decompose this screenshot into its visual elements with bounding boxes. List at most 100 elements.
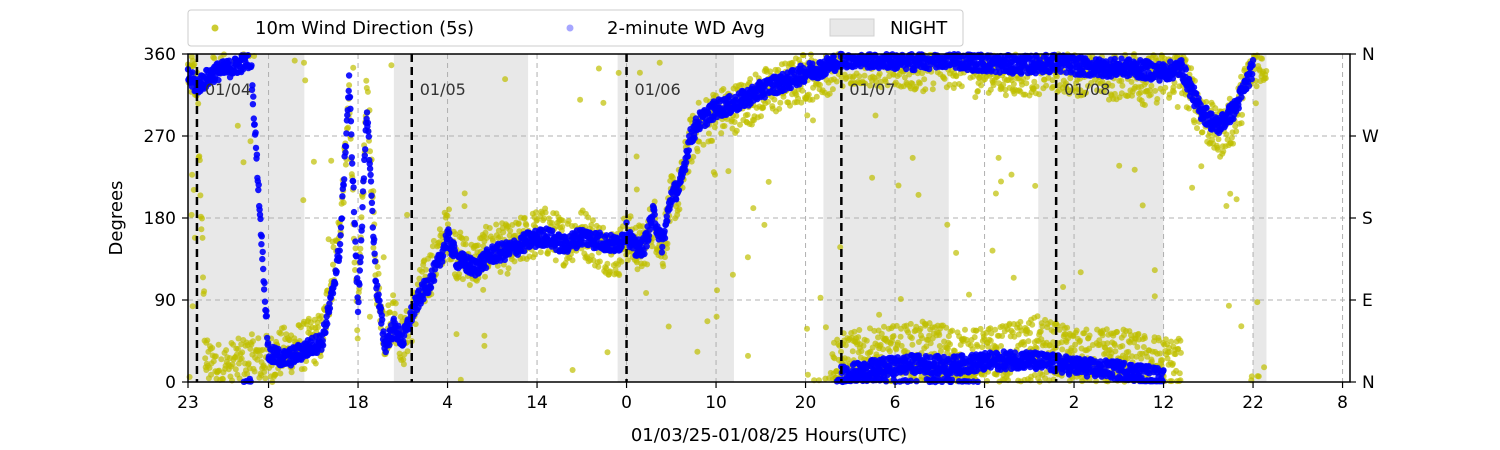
data-point	[849, 348, 856, 355]
data-point	[301, 59, 307, 66]
series-2-minute-wd-avg	[184, 50, 1257, 386]
data-point	[1043, 82, 1050, 89]
data-point	[482, 229, 489, 236]
data-point	[951, 81, 958, 88]
data-point	[215, 341, 222, 348]
data-point	[235, 335, 242, 342]
data-point	[1261, 364, 1268, 371]
data-point	[977, 325, 984, 332]
data-point	[338, 215, 346, 222]
data-point	[1162, 336, 1169, 343]
data-point	[1191, 119, 1198, 126]
data-point	[500, 229, 507, 236]
data-point	[346, 93, 354, 101]
data-point	[643, 243, 650, 250]
data-point	[260, 286, 268, 293]
data-point	[376, 297, 383, 304]
data-point	[232, 366, 239, 373]
data-point	[223, 347, 230, 354]
data-point	[726, 92, 733, 100]
data-point	[618, 258, 625, 265]
data-point	[255, 335, 262, 342]
data-point	[833, 78, 840, 85]
data-point	[805, 91, 812, 98]
data-point	[1000, 81, 1007, 88]
data-point	[363, 109, 371, 116]
data-point	[1141, 335, 1148, 342]
data-point	[696, 138, 703, 145]
data-point	[559, 217, 566, 224]
data-point	[1033, 83, 1040, 90]
data-point	[377, 305, 385, 312]
data-point	[347, 118, 355, 125]
data-point	[897, 333, 904, 340]
data-point	[589, 217, 596, 224]
data-point	[936, 332, 943, 338]
data-point	[711, 124, 718, 131]
data-point	[1086, 332, 1093, 339]
data-point	[585, 214, 592, 221]
data-point	[1166, 349, 1173, 355]
data-point	[761, 221, 768, 228]
data-point	[219, 376, 226, 383]
data-point	[453, 331, 460, 338]
data-points	[184, 50, 1270, 386]
data-point	[944, 221, 951, 228]
data-point	[1031, 78, 1038, 85]
data-point	[336, 240, 344, 248]
data-point	[694, 348, 701, 355]
data-point	[1215, 136, 1222, 143]
data-point	[523, 222, 530, 229]
data-point	[623, 219, 630, 226]
data-point	[1072, 341, 1079, 348]
data-point	[879, 346, 886, 353]
data-point	[915, 191, 922, 198]
data-point	[1064, 324, 1071, 331]
data-point	[371, 250, 378, 257]
data-point	[943, 324, 950, 331]
data-point	[1114, 328, 1120, 335]
data-point	[639, 223, 646, 230]
data-point	[363, 77, 370, 84]
data-point	[664, 245, 670, 252]
data-point	[354, 327, 361, 334]
data-point	[357, 258, 364, 266]
data-point	[249, 82, 256, 89]
data-point	[367, 148, 373, 155]
data-point	[364, 119, 372, 127]
data-point	[1174, 104, 1181, 110]
data-point	[463, 235, 470, 242]
data-point	[542, 209, 549, 216]
data-point	[1194, 125, 1200, 132]
data-point	[368, 192, 375, 199]
data-point	[974, 343, 981, 350]
data-point	[941, 75, 948, 82]
data-point	[475, 242, 481, 249]
data-point	[350, 64, 357, 71]
data-point	[1186, 105, 1192, 112]
data-point	[714, 287, 720, 294]
data-point	[330, 261, 336, 268]
data-point	[969, 346, 976, 353]
data-point	[502, 76, 509, 83]
data-point	[1253, 83, 1260, 90]
data-point	[720, 86, 727, 92]
data-point	[302, 77, 309, 84]
data-point	[350, 184, 357, 191]
data-point	[787, 84, 794, 92]
data-point	[1119, 82, 1126, 89]
data-point	[239, 349, 246, 356]
data-point	[1168, 338, 1175, 345]
data-point	[871, 327, 878, 334]
data-point	[860, 342, 867, 349]
data-point	[685, 147, 692, 154]
data-point	[1050, 339, 1057, 346]
data-point	[694, 148, 701, 155]
data-point	[252, 129, 259, 136]
data-point	[326, 300, 333, 307]
data-point	[987, 325, 994, 332]
data-point	[1252, 100, 1259, 107]
data-point	[644, 261, 651, 268]
data-point	[375, 270, 382, 277]
data-point	[549, 220, 556, 226]
